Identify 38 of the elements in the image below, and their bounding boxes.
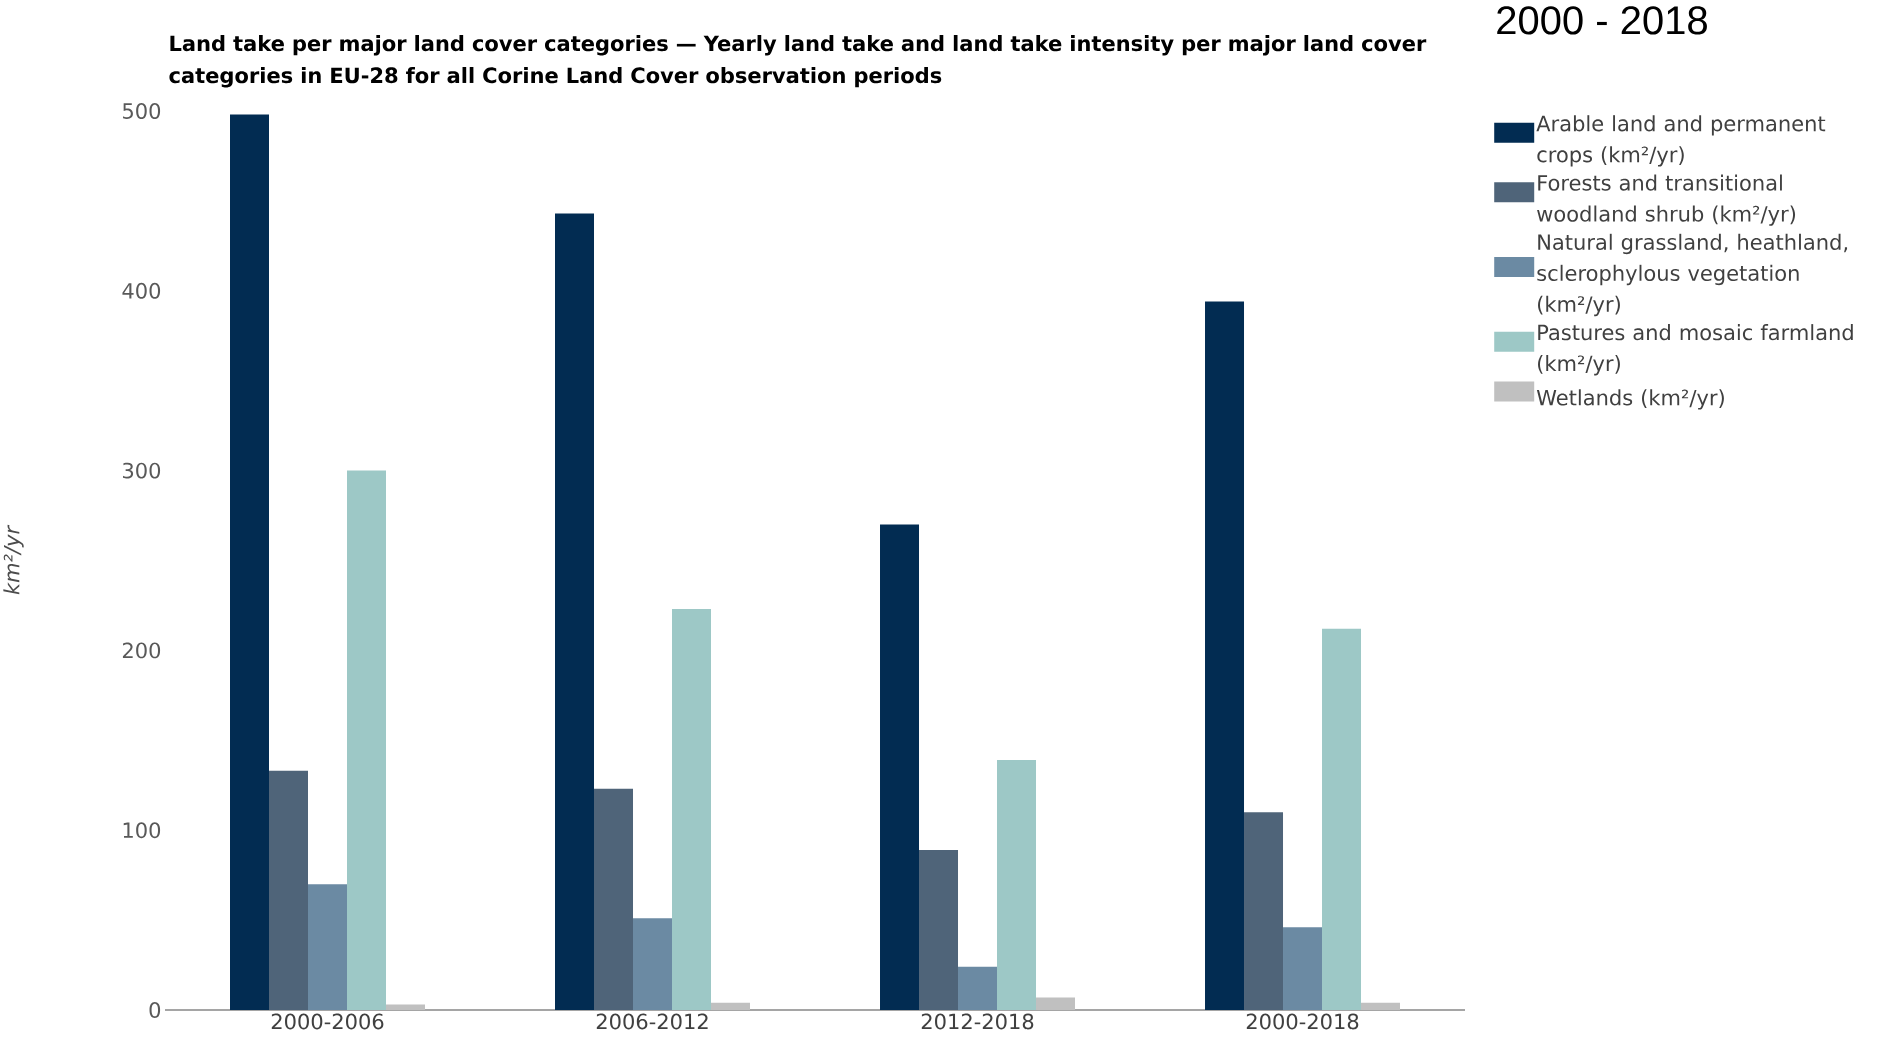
y-tick-label: 400	[122, 282, 161, 299]
y-tick-label: 500	[123, 103, 161, 119]
text: 2000 - 2018	[1497, 6, 1707, 35]
bar	[880, 524, 920, 1010]
legend-label: Pastures and mosaic farmland (km²/yr)	[1538, 324, 1853, 376]
bar	[555, 213, 594, 1010]
x-tick-label: 2012-2018	[921, 1013, 1034, 1030]
bar	[1244, 812, 1284, 1010]
bar	[347, 470, 386, 1010]
y-tick-label: 200	[122, 642, 161, 659]
bar	[672, 609, 711, 1010]
bar	[1361, 1002, 1401, 1010]
x-tick-label: 2000-2006	[271, 1013, 384, 1030]
bar	[1205, 301, 1245, 1010]
bar	[1036, 997, 1076, 1010]
chart-title: Land take per major land cover categories — Yearly land take and land take intensity per major land cover categories in EU-28 for all Corine Land Cover observation periods	[169, 35, 1427, 88]
bar	[633, 918, 672, 1010]
bar	[386, 1004, 425, 1010]
y-tick-label: 300	[122, 462, 161, 479]
bar	[269, 770, 308, 1010]
legend-label: Natural grassland, heathland, sclerophylous vegetation (km²/yr)	[1537, 233, 1848, 317]
y-tick-label: 0	[149, 1002, 161, 1018]
bar	[1283, 927, 1323, 1010]
x-tick-label: 2006-2012	[596, 1013, 708, 1030]
bar	[997, 760, 1037, 1010]
bar	[308, 884, 347, 1010]
bar	[230, 114, 269, 1010]
legend-label: Forests and transitional woodland shrub (km²/yr)	[1537, 174, 1796, 226]
bar	[958, 966, 998, 1010]
legend-label: Wetlands (km²/yr)	[1536, 389, 1724, 410]
bar	[711, 1002, 750, 1010]
y-tick-label: 100	[123, 822, 161, 839]
x-tick-label: 2000-2018	[1246, 1013, 1359, 1030]
bar	[594, 788, 633, 1010]
legend-label: Arable land and permanent crops (km²/yr)	[1536, 115, 1826, 167]
y-axis-title: km²/yr	[3, 524, 24, 595]
bar	[1322, 628, 1362, 1010]
bar	[919, 849, 959, 1010]
